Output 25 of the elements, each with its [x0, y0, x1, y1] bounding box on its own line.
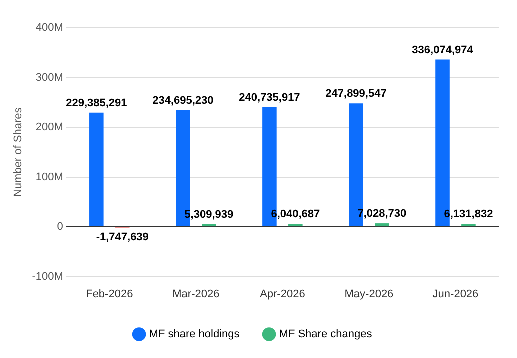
y-axis-title: Number of Shares: [12, 107, 25, 198]
bar: [462, 224, 476, 227]
data-label: 247,899,547: [326, 88, 387, 100]
y-tick-label: 400M: [36, 22, 64, 34]
y-tick-label: -100M: [32, 270, 64, 283]
x-tick-label: Mar-2026: [172, 288, 220, 300]
legend-label: MF Share changes: [279, 328, 373, 341]
y-tick-label: 0: [57, 221, 64, 234]
x-tick-label: May-2026: [344, 288, 394, 300]
bar: [375, 224, 390, 227]
data-label: 240,735,917: [239, 92, 300, 104]
data-label: 234,695,230: [152, 94, 214, 107]
x-tick-label: Feb-2026: [86, 288, 134, 300]
bar: [202, 224, 216, 227]
y-tick-label: 300M: [36, 72, 64, 84]
x-tick-label: Apr-2026: [260, 288, 306, 300]
bar: [90, 112, 104, 227]
x-tick-label: Jun-2026: [432, 288, 479, 300]
legend-label: MF share holdings: [149, 328, 240, 341]
y-tick-label: 100M: [36, 171, 64, 184]
data-label: -1,747,639: [96, 231, 149, 244]
data-label: 336,074,974: [412, 44, 474, 56]
y-tick-label: 200M: [36, 122, 64, 134]
bar: [288, 224, 303, 227]
data-label: 229,385,291: [66, 97, 128, 110]
